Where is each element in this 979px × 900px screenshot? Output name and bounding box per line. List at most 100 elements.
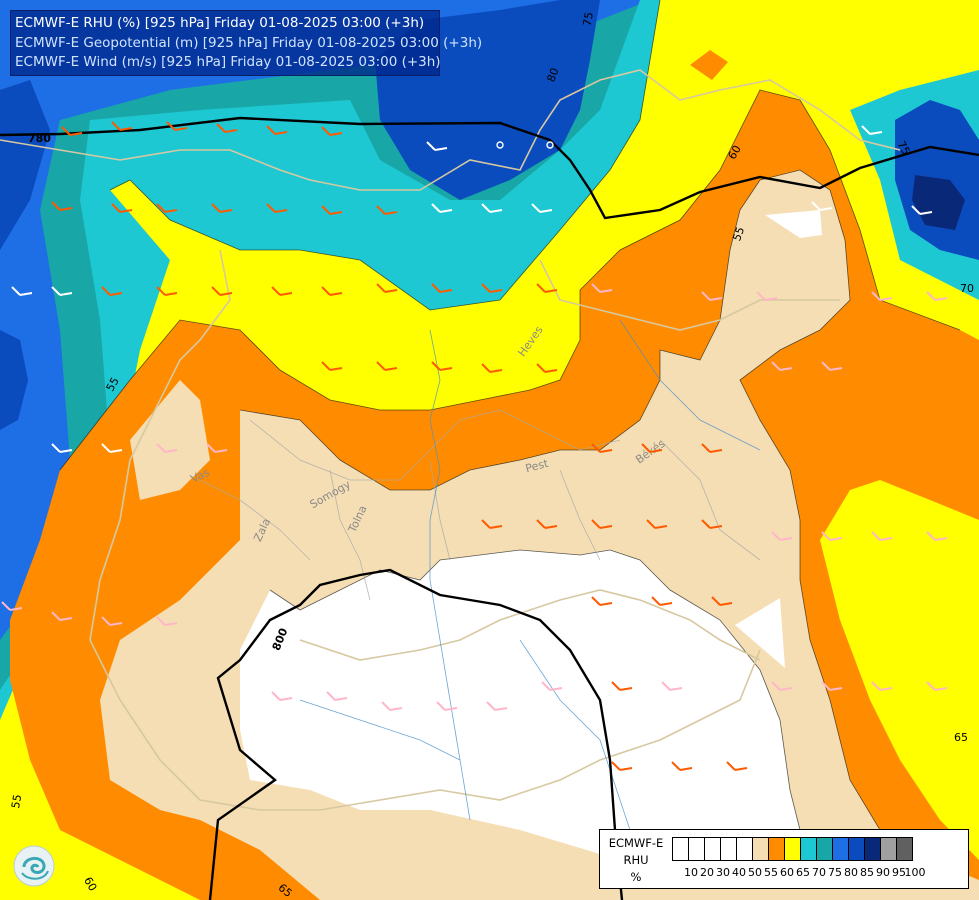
wind-barb-icon [591, 519, 613, 529]
wind-barb-icon [671, 761, 693, 771]
legend-tick-label: 75 [828, 866, 842, 879]
wind-barb-icon [321, 126, 343, 136]
wind-barb-icon [51, 286, 73, 296]
legend-swatch [688, 837, 705, 861]
geopotential-label-780: 780 [28, 132, 51, 145]
wind-barb-icon [771, 531, 793, 541]
wind-barb-icon [536, 519, 558, 529]
legend-swatch [672, 837, 689, 861]
legend-swatch [752, 837, 769, 861]
wind-barb-icon [591, 443, 613, 453]
wind-barb-icon [926, 531, 948, 541]
wind-barb-icon [376, 361, 398, 371]
wind-barb-icon [321, 361, 343, 371]
legend-swatch [704, 837, 721, 861]
rh-50-blob-b [765, 210, 822, 238]
wind-barb-icon [111, 121, 133, 131]
legend-swatch [880, 837, 897, 861]
contour-label-55-west: 55 [104, 375, 122, 394]
wind-barb-icon [156, 616, 178, 626]
rhu-legend: ECMWF-E RHU % 10 20 30 40 50 55 60 65 70 75 80 85 90… [599, 829, 969, 889]
wind-barb-icon [641, 443, 663, 453]
rh-85-zone-nw [0, 80, 50, 250]
wind-barb-icon [111, 203, 133, 213]
rh-50-zone [240, 550, 800, 860]
rh-85-zone-west [0, 330, 28, 430]
legend-variable: RHU [623, 853, 649, 867]
wind-barb-icon [821, 681, 843, 691]
wind-barb-icon [871, 291, 893, 301]
wind-barb-icon [156, 203, 178, 213]
wind-barb-icon [431, 203, 453, 213]
wind-barb-icon [321, 205, 343, 215]
contour-label-80-top: 80 [545, 66, 562, 84]
legend-tick-label: 100 [904, 866, 926, 879]
wind-barb-icon [591, 283, 613, 293]
wind-barb-icon [376, 283, 398, 293]
wind-barb-icon [546, 141, 554, 149]
wind-barb-icon [426, 141, 448, 151]
legend-tick-label: 20 [700, 866, 714, 879]
legend-model: ECMWF-E [608, 836, 664, 850]
wind-barb-icon [1, 601, 23, 611]
wind-barb-icon [771, 361, 793, 371]
rivers [299, 319, 761, 861]
wind-barb-icon [101, 286, 123, 296]
wind-barb-icon [156, 286, 178, 296]
contour-label-55-sw: 55 [9, 793, 24, 809]
wind-barb-icon [811, 201, 833, 211]
wind-barb-icon [326, 691, 348, 701]
title-rhu: ECMWF-E RHU (%) [925 hPa] Friday 01-08-2… [15, 15, 425, 31]
legend-tick-label: 55 [764, 866, 778, 879]
wind-barbs [1, 121, 948, 771]
title-box: ECMWF-E RHU (%) [925 hPa] Friday 01-08-2… [10, 10, 482, 76]
wind-barb-icon [531, 203, 553, 213]
legend-swatch [736, 837, 753, 861]
wind-barb-icon [821, 361, 843, 371]
wind-barb-icon [156, 443, 178, 453]
legend-tick-label: 80 [844, 866, 858, 879]
wind-barb-icon [701, 291, 723, 301]
legend-tick-label: 70 [812, 866, 826, 879]
wind-barb-icon [821, 531, 843, 541]
wind-barb-icon [756, 291, 778, 301]
wind-barb-icon [11, 286, 33, 296]
wind-barb-icon [101, 616, 123, 626]
wind-barb-icon [271, 691, 293, 701]
legend-tick-label: 40 [732, 866, 746, 879]
wind-barb-icon [541, 681, 563, 691]
wind-barb-icon [481, 203, 503, 213]
wind-barb-icon [266, 203, 288, 213]
wind-barb-icon [481, 283, 503, 293]
legend-swatch [832, 837, 849, 861]
wind-barb-icon [536, 363, 558, 373]
wind-barb-icon [51, 611, 73, 621]
legend-unit: % [630, 870, 642, 884]
legend-tick-label: 90 [876, 866, 890, 879]
wind-barb-icon [51, 201, 73, 211]
wind-barb-icon [701, 519, 723, 529]
wind-barb-icon [701, 443, 723, 453]
legend-tick-label: 60 [780, 866, 794, 879]
wind-barb-icon [481, 363, 503, 373]
wind-barb-icon [861, 125, 883, 135]
wind-barb-icon [101, 443, 123, 453]
legend-tick-labels: 10 20 30 40 50 55 60 65 70 75 80 85 90 95 100 [673, 866, 973, 880]
wind-barb-icon [726, 761, 748, 771]
internal-borders [199, 409, 761, 601]
wind-barb-icon [911, 205, 933, 215]
wind-barb-icon [651, 596, 673, 606]
wind-barb-icon [436, 701, 458, 711]
wind-barb-icon [611, 681, 633, 691]
title-wind: ECMWF-E Wind (m/s) [925 hPa] Friday 01-0… [15, 54, 441, 70]
contour-label-60-sw: 60 [81, 875, 99, 894]
rh-50-blob-a [735, 598, 785, 668]
wind-barb-icon [536, 283, 558, 293]
legend-swatch [816, 837, 833, 861]
legend-tick-label: 65 [796, 866, 810, 879]
wind-barb-icon [926, 681, 948, 691]
wind-barb-icon [271, 286, 293, 296]
wind-barb-icon [376, 205, 398, 215]
rh-contours [59, 0, 961, 861]
wind-barb-icon [51, 443, 73, 453]
